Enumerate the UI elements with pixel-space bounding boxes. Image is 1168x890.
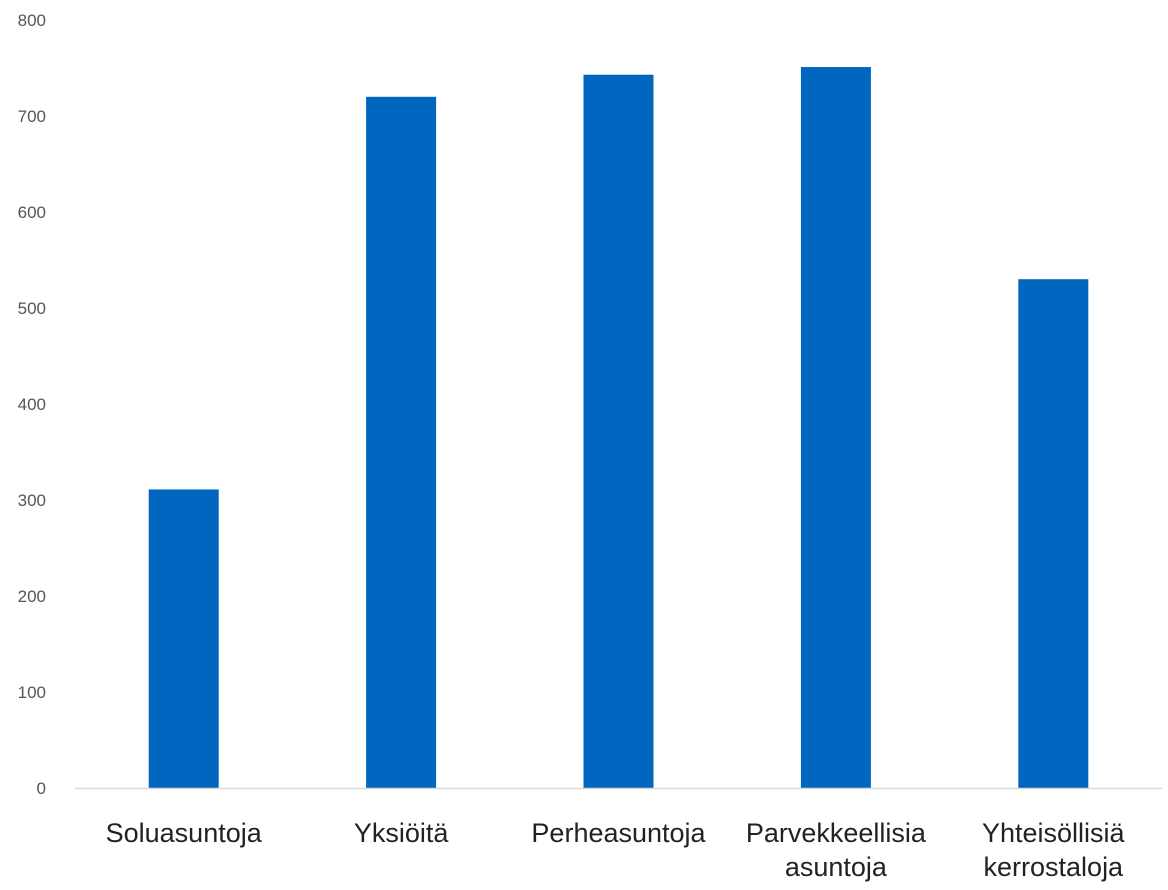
x-tick-label-line: Yhteisöllisiä	[982, 818, 1126, 848]
bars	[148, 67, 1089, 789]
bar	[366, 96, 437, 789]
bar	[583, 74, 654, 789]
x-tick-label: Perheasuntoja	[531, 818, 706, 848]
y-tick-label: 400	[18, 395, 46, 414]
x-tick-label-line: asuntoja	[785, 852, 888, 882]
y-tick-label: 800	[18, 11, 46, 30]
bar	[148, 489, 219, 788]
x-tick-label: Soluasuntoja	[106, 818, 263, 848]
x-tick-label-line: Yksiöitä	[354, 818, 450, 848]
x-tick-label-line: Parvekkeellisia	[746, 818, 927, 848]
bar	[800, 67, 871, 789]
x-tick-label: Yhteisöllisiä kerrostaloja	[982, 818, 1126, 882]
y-tick-label: 500	[18, 299, 46, 318]
x-tick-label: Parvekkeellisia asuntoja	[746, 818, 927, 882]
y-tick-label: 600	[18, 203, 46, 222]
x-axis-ticks: Soluasuntoja Yksiöitä Perheasuntoja Parvekk…	[106, 818, 1126, 882]
y-tick-label: 300	[18, 491, 46, 510]
y-tick-label: 700	[18, 107, 46, 126]
x-tick-label-line: Soluasuntoja	[106, 818, 263, 848]
y-axis-ticks: 0 100 200 300 400 500 600 700 800	[18, 11, 46, 798]
x-tick-label-line: Perheasuntoja	[531, 818, 706, 848]
x-tick-label: Yksiöitä	[354, 818, 450, 848]
y-tick-label: 200	[18, 587, 46, 606]
y-tick-label: 100	[18, 683, 46, 702]
x-tick-label-line: kerrostaloja	[984, 852, 1125, 882]
bar	[1018, 279, 1089, 788]
y-tick-label: 0	[37, 779, 46, 798]
